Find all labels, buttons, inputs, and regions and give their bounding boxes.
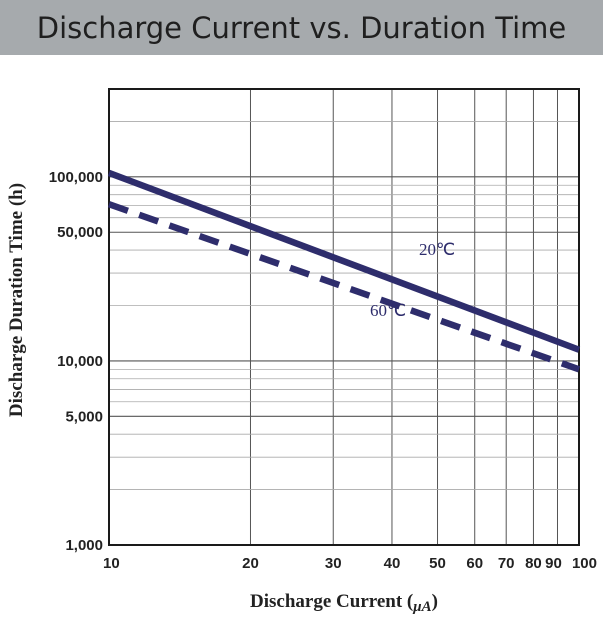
series-line-20c: [107, 169, 581, 353]
x-axis-label: Discharge Current (μA): [250, 591, 438, 615]
series-label-60c: 60℃: [370, 301, 406, 320]
y-tick-label: 50,000: [57, 224, 103, 241]
y-tick-label: 1,000: [65, 537, 103, 554]
chart-title-bar: Discharge Current vs. Duration Time: [0, 0, 603, 55]
x-tick-label: 50: [429, 555, 446, 572]
x-tick-label: 10: [103, 555, 120, 572]
x-tick-labels: 10 20 30 40 50 60 70 80 90 100: [103, 555, 597, 572]
x-tick-label: 20: [242, 555, 259, 572]
chart-title: Discharge Current vs. Duration Time: [36, 10, 567, 45]
x-tick-label: 100: [572, 555, 597, 572]
x-tick-label: 80: [525, 555, 542, 572]
x-tick-label: 40: [384, 555, 401, 572]
x-tick-label: 30: [325, 555, 342, 572]
x-tick-label: 60: [466, 555, 483, 572]
x-tick-label: 70: [498, 555, 515, 572]
series-label-20c: 20℃: [419, 240, 455, 259]
x-axis-label-main: Discharge Current (: [250, 591, 413, 612]
series-line-60c: [107, 201, 581, 373]
series-group: [107, 169, 581, 373]
plot-frame: [108, 88, 580, 546]
grid: [108, 88, 580, 546]
x-axis-label-unit: μA: [412, 599, 431, 615]
x-tick-label: 90: [545, 555, 562, 572]
y-tick-label: 10,000: [57, 353, 103, 370]
y-tick-label: 100,000: [49, 169, 103, 186]
y-tick-labels: 1,000 5,000 10,000 50,000 100,000: [49, 169, 103, 554]
y-axis-label: Discharge Duration Time (h): [6, 183, 27, 417]
x-axis-label-close: ): [432, 591, 438, 612]
y-tick-label: 5,000: [65, 408, 103, 425]
